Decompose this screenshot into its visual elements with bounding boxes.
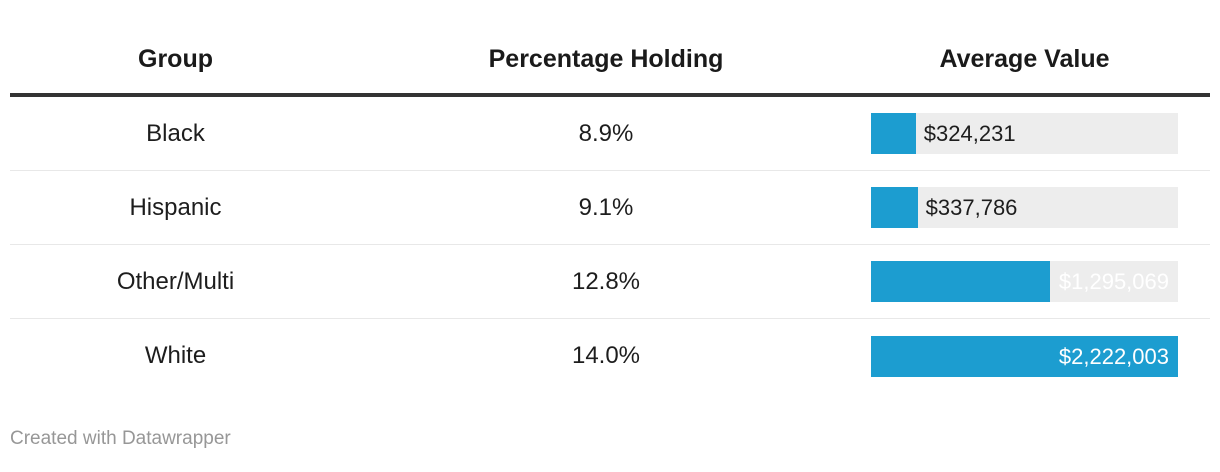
avg-value-bar [871,187,918,228]
column-header-percentage-holding: Percentage Holding [488,45,724,73]
average-value-cell: $324,231 [871,113,1178,154]
table-row: Other/Multi 12.8% $1,295,069 [10,245,1210,319]
datawrapper-credit-link[interactable]: Created with Datawrapper [10,428,231,449]
data-table: Group Percentage Holding Average Value B… [10,0,1210,393]
avg-value-bar [871,335,1178,377]
percentage-cell: 9.1% [578,193,634,221]
column-header-average-value: Average Value [939,45,1110,73]
percentage-cell: 8.9% [578,119,634,147]
table-body: Black 8.9% $324,231 Hispanic 9.1% $337,7… [10,97,1210,393]
bar-track: $324,231 [871,113,1178,154]
table-row: Hispanic 9.1% $337,786 [10,171,1210,245]
average-value-cell: $2,222,003 [871,335,1178,377]
percentage-cell: 12.8% [571,267,641,295]
column-header-group: Group [138,45,213,73]
avg-value-label: $2,222,003 [1058,343,1169,369]
bar-track: $1,295,069 [871,261,1178,302]
chart-footer: Created with Datawrapper [0,393,1220,450]
table-header-row: Group Percentage Holding Average Value [10,0,1210,97]
avg-value-label: $337,786 [925,195,1018,220]
group-cell: Hispanic [129,193,222,221]
average-value-cell: $337,786 [871,187,1178,228]
group-cell: Other/Multi [116,267,235,295]
group-cell: White [144,342,207,369]
group-cell: Black [146,119,205,147]
average-value-cell: $1,295,069 [871,261,1178,302]
avg-value-bar [871,113,916,154]
avg-value-label: $1,295,069 [1058,269,1169,294]
avg-value-bar [871,261,1050,302]
table-row: Black 8.9% $324,231 [10,97,1210,171]
bar-track: $2,222,003 [871,335,1178,377]
bar-track: $337,786 [871,187,1178,228]
avg-value-label: $324,231 [923,121,1016,146]
table-row: White 14.0% $2,222,003 [10,319,1210,393]
percentage-cell: 14.0% [571,342,641,369]
